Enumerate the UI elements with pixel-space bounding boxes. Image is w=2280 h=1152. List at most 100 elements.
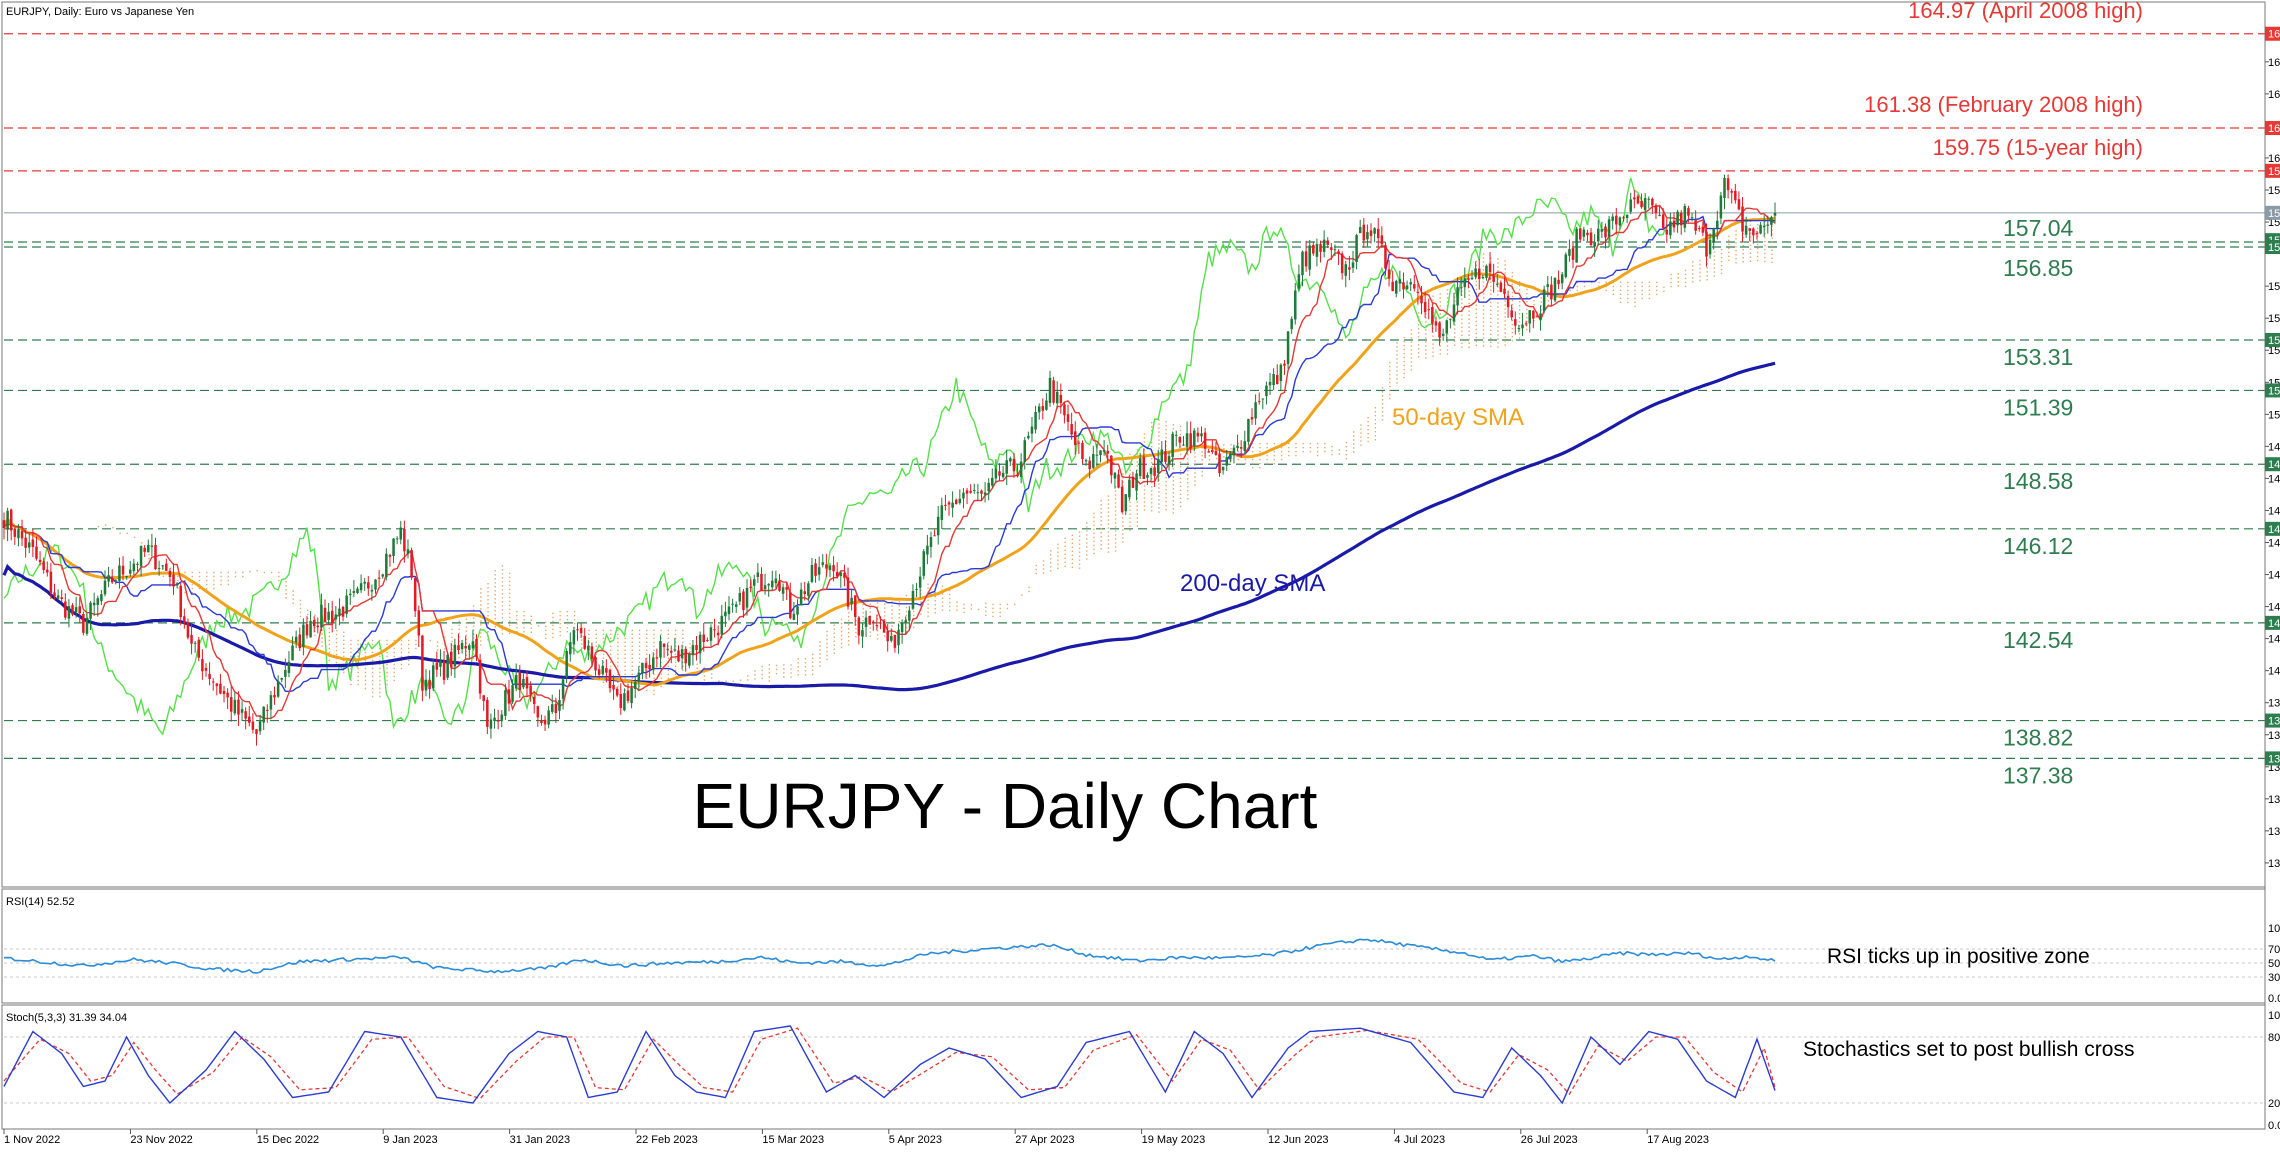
- cloud-dot: [566, 618, 569, 621]
- cloud-dot: [1735, 250, 1737, 252]
- cloud-dot: [1410, 365, 1413, 367]
- candle-body: [1755, 233, 1759, 235]
- cloud-dot: [1360, 424, 1362, 426]
- cloud-dot: [1367, 436, 1369, 439]
- cloud-dot: [653, 673, 655, 676]
- cloud-dot: [1086, 534, 1088, 536]
- cloud-dot: [1482, 257, 1485, 259]
- cloud-dot: [1071, 534, 1074, 536]
- cloud-dot: [1425, 317, 1427, 319]
- candle-body: [911, 591, 915, 609]
- cloud-dot: [1432, 327, 1434, 329]
- candle-body: [688, 653, 691, 666]
- cloud-dot: [1497, 326, 1499, 328]
- cloud-dot: [1439, 337, 1441, 339]
- cloud-dot: [1482, 325, 1485, 327]
- candle-body: [395, 538, 399, 540]
- cloud-dot: [386, 679, 388, 682]
- cloud-dot: [386, 671, 388, 674]
- level-label: 142.54: [2003, 627, 2074, 653]
- candle-body: [778, 581, 781, 591]
- cloud-dot: [400, 639, 403, 642]
- cloud-dot: [1360, 436, 1362, 438]
- cloud-dot: [1057, 563, 1059, 566]
- cloud-dot: [523, 622, 525, 625]
- cloud-dot: [371, 639, 374, 642]
- candle-body: [165, 563, 168, 571]
- cloud-dot: [1122, 513, 1124, 515]
- cloud-dot: [191, 587, 193, 590]
- cloud-dot: [1756, 223, 1759, 226]
- cloud-dot: [487, 623, 489, 625]
- cloud-dot: [1143, 441, 1146, 443]
- cloud-dot: [1482, 341, 1485, 343]
- candle-body: [92, 602, 96, 606]
- candle-body: [197, 639, 201, 658]
- price-tag: [2265, 521, 2280, 536]
- candle-body: [136, 563, 139, 565]
- cloud-dot: [436, 645, 439, 647]
- candle-body: [1239, 447, 1243, 449]
- candle-body: [929, 537, 933, 548]
- candle-body: [1348, 267, 1351, 270]
- price-tag-label: 153.310: [2268, 335, 2280, 347]
- cloud-dot: [480, 624, 482, 626]
- stoch-tick-label: 80.00: [2268, 1032, 2280, 1044]
- cloud-dot: [1706, 279, 1708, 281]
- cloud-dot: [1764, 248, 1766, 251]
- cloud-dot: [1764, 260, 1766, 263]
- cloud-dot: [710, 677, 713, 679]
- cloud-dot: [400, 663, 403, 666]
- cloud-dot: [480, 620, 482, 622]
- cloud-dot: [848, 643, 850, 646]
- candle-body: [478, 659, 482, 694]
- chikou-line: [3, 177, 1682, 736]
- candle-body: [554, 704, 558, 713]
- candle-body: [1048, 377, 1052, 403]
- cloud-dot: [624, 641, 626, 644]
- cloud-dot: [1720, 264, 1723, 267]
- candle-body: [100, 594, 103, 602]
- cloud-dot: [624, 645, 626, 648]
- cloud-dot: [1165, 504, 1167, 507]
- candle-body: [504, 690, 507, 716]
- cloud-dot: [343, 647, 345, 650]
- cloud-dot: [1194, 472, 1196, 474]
- candle-body: [814, 563, 817, 576]
- candle-body: [630, 687, 633, 704]
- cloud-dot: [1482, 269, 1485, 271]
- cloud-dot: [1316, 442, 1319, 445]
- candle-body: [983, 492, 987, 495]
- cloud-dot: [1396, 346, 1398, 348]
- cloud-dot: [682, 657, 684, 660]
- cloud-dot: [458, 640, 460, 643]
- cloud-dot: [1100, 511, 1102, 514]
- cloud-dot: [1461, 282, 1463, 285]
- cloud-dot: [480, 604, 482, 606]
- cloud-dot: [321, 633, 323, 635]
- cloud-dot: [1468, 330, 1470, 332]
- cloud-dot: [1201, 451, 1203, 453]
- cloud-dot: [1475, 304, 1478, 307]
- cloud-dot: [494, 598, 496, 600]
- candle-body: [240, 709, 244, 713]
- cloud-dot: [1201, 463, 1203, 465]
- candle-body: [1027, 435, 1030, 439]
- cloud-dot: [371, 675, 374, 678]
- candle-body: [1207, 451, 1210, 453]
- cloud-dot: [299, 611, 302, 614]
- cloud-dot: [1475, 320, 1478, 323]
- cloud-dot: [1634, 281, 1636, 284]
- cloud-dot: [1165, 500, 1167, 503]
- x-tick-label: 12 Jun 2023: [1268, 1134, 1329, 1146]
- y-tick-label: 163.900: [2268, 57, 2280, 69]
- cloud-dot: [646, 661, 648, 664]
- cloud-dot: [1309, 450, 1312, 453]
- candle-body: [702, 634, 706, 642]
- cloud-dot: [1316, 454, 1319, 457]
- cloud-dot: [1179, 505, 1182, 508]
- candle-body: [846, 577, 850, 607]
- cloud-dot: [833, 624, 835, 626]
- cloud-dot: [602, 629, 605, 632]
- cloud-dot: [1497, 286, 1499, 288]
